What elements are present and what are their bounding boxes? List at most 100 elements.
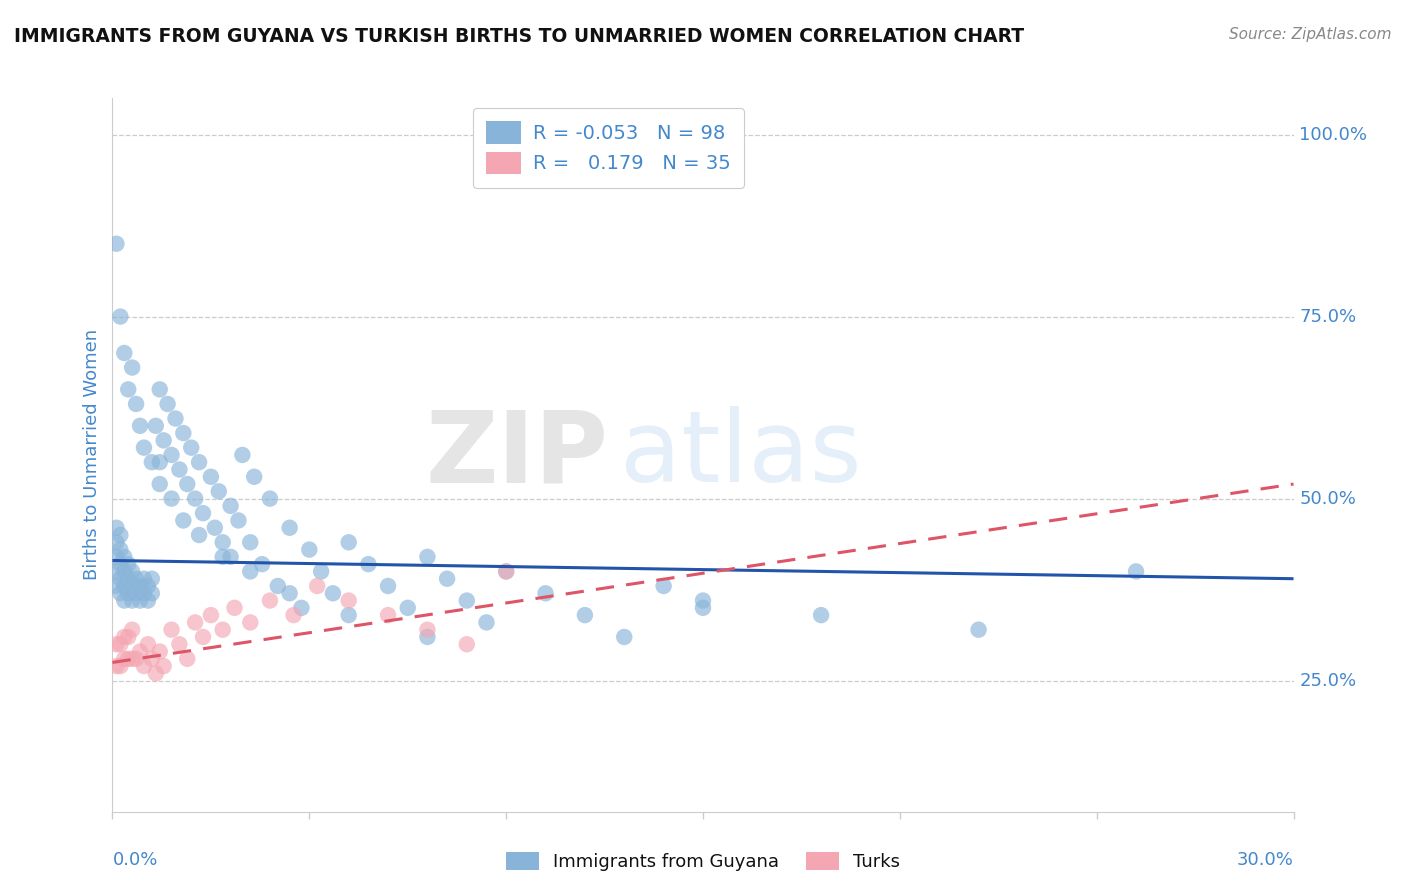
Point — [259, 593, 281, 607]
Point — [121, 360, 143, 375]
Point — [231, 448, 253, 462]
Point — [156, 397, 179, 411]
Point — [121, 565, 143, 579]
Point — [278, 521, 301, 535]
Legend: R = -0.053   N = 98, R =   0.179   N = 35: R = -0.053 N = 98, R = 0.179 N = 35 — [472, 108, 744, 187]
Point — [180, 441, 202, 455]
Point — [456, 593, 478, 607]
Point — [152, 434, 174, 448]
Point — [105, 579, 128, 593]
Point — [188, 528, 211, 542]
Point — [121, 623, 143, 637]
Point — [149, 455, 172, 469]
Point — [136, 637, 159, 651]
Point — [169, 462, 191, 476]
Point — [136, 579, 159, 593]
Point — [149, 644, 172, 658]
Point — [105, 535, 128, 549]
Point — [200, 469, 222, 483]
Point — [117, 572, 139, 586]
Point — [337, 608, 360, 623]
Point — [141, 652, 163, 666]
Point — [810, 608, 832, 623]
Point — [112, 652, 135, 666]
Point — [239, 535, 262, 549]
Point — [652, 579, 675, 593]
Point — [129, 418, 152, 433]
Point — [112, 565, 135, 579]
Point — [141, 572, 163, 586]
Text: ZIP: ZIP — [426, 407, 609, 503]
Point — [160, 448, 183, 462]
Point — [283, 608, 305, 623]
Point — [574, 608, 596, 623]
Point — [416, 623, 439, 637]
Point — [125, 397, 148, 411]
Text: 0.0%: 0.0% — [112, 851, 157, 869]
Point — [267, 579, 290, 593]
Point — [219, 549, 242, 564]
Point — [121, 652, 143, 666]
Point — [125, 586, 148, 600]
Point — [692, 593, 714, 607]
Point — [112, 549, 135, 564]
Point — [132, 572, 155, 586]
Point — [110, 586, 132, 600]
Point — [110, 528, 132, 542]
Point — [243, 469, 266, 483]
Point — [278, 586, 301, 600]
Point — [534, 586, 557, 600]
Point — [495, 565, 517, 579]
Point — [125, 652, 148, 666]
Point — [117, 557, 139, 571]
Point — [692, 600, 714, 615]
Point — [208, 484, 231, 499]
Point — [172, 513, 194, 527]
Point — [112, 579, 135, 593]
Point — [290, 600, 312, 615]
Point — [110, 557, 132, 571]
Point — [132, 441, 155, 455]
Point — [152, 659, 174, 673]
Point — [176, 652, 198, 666]
Point — [357, 557, 380, 571]
Point — [110, 637, 132, 651]
Point — [169, 637, 191, 651]
Point — [165, 411, 187, 425]
Point — [298, 542, 321, 557]
Point — [191, 630, 214, 644]
Point — [184, 491, 207, 506]
Point — [117, 586, 139, 600]
Point — [396, 600, 419, 615]
Point — [416, 549, 439, 564]
Point — [136, 593, 159, 607]
Point — [129, 593, 152, 607]
Point — [239, 615, 262, 630]
Point — [105, 236, 128, 251]
Text: atlas: atlas — [620, 407, 862, 503]
Point — [172, 426, 194, 441]
Point — [211, 623, 233, 637]
Point — [132, 659, 155, 673]
Point — [176, 477, 198, 491]
Point — [1125, 565, 1147, 579]
Point — [117, 630, 139, 644]
Point — [239, 565, 262, 579]
Point — [495, 565, 517, 579]
Point — [145, 418, 167, 433]
Y-axis label: Births to Unmarried Women: Births to Unmarried Women — [83, 329, 101, 581]
Point — [121, 579, 143, 593]
Point — [117, 383, 139, 397]
Text: 100.0%: 100.0% — [1299, 126, 1368, 144]
Point — [377, 608, 399, 623]
Text: Source: ZipAtlas.com: Source: ZipAtlas.com — [1229, 27, 1392, 42]
Point — [105, 521, 128, 535]
Point — [224, 600, 246, 615]
Point — [475, 615, 498, 630]
Point — [112, 593, 135, 607]
Point — [613, 630, 636, 644]
Point — [337, 535, 360, 549]
Point — [132, 586, 155, 600]
Point — [105, 659, 128, 673]
Point — [211, 535, 233, 549]
